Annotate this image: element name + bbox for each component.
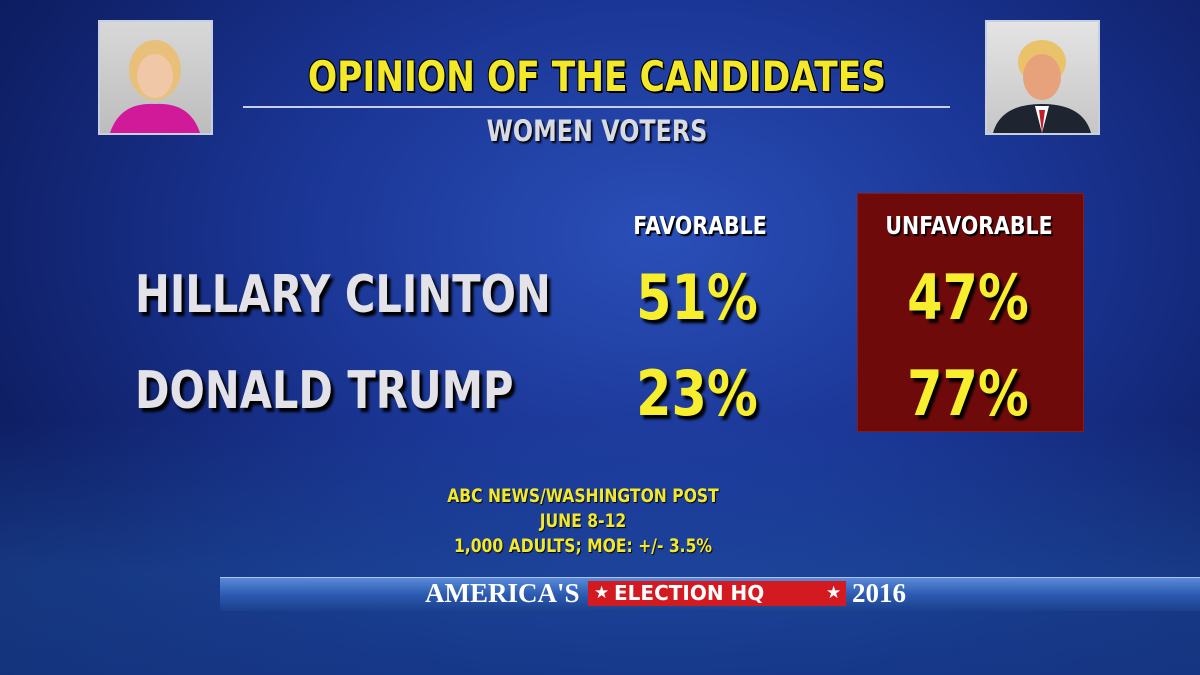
background-glow: [0, 420, 1200, 675]
photo-art: [110, 40, 200, 133]
banner-star: ★: [594, 583, 610, 603]
banner-text: ELECTION HQ: [614, 581, 765, 605]
candidate-photo: [98, 20, 213, 135]
candidate-photo: [985, 20, 1100, 135]
banner-text: AMERICA'S: [425, 578, 580, 608]
column-header: FAVORABLE: [633, 211, 767, 240]
banner-star: ★: [826, 583, 842, 603]
subtitle: WOMEN VOTERS: [486, 114, 708, 148]
source-line: ABC NEWS/WASHINGTON POST: [447, 485, 719, 507]
source-line: 1,000 ADULTS; MOE: +/- 3.5%: [453, 535, 713, 557]
cell-value: 77%: [907, 357, 1029, 430]
row-label: DONALD TRUMP: [135, 361, 514, 421]
banner-highlight: [588, 581, 846, 606]
highlight-box: [857, 193, 1084, 432]
source-line: JUNE 8-12: [539, 510, 627, 532]
cell-value: 47%: [907, 261, 1029, 334]
cell-value: 23%: [636, 357, 758, 430]
column-header: UNFAVORABLE: [885, 211, 1053, 240]
row-label: HILLARY CLINTON: [135, 265, 551, 325]
cell-value: 51%: [636, 261, 758, 334]
photo-art: [993, 40, 1091, 133]
title: OPINION OF THE CANDIDATES: [307, 52, 887, 101]
title-rule: [243, 106, 950, 108]
banner-text: 2016: [852, 578, 906, 608]
